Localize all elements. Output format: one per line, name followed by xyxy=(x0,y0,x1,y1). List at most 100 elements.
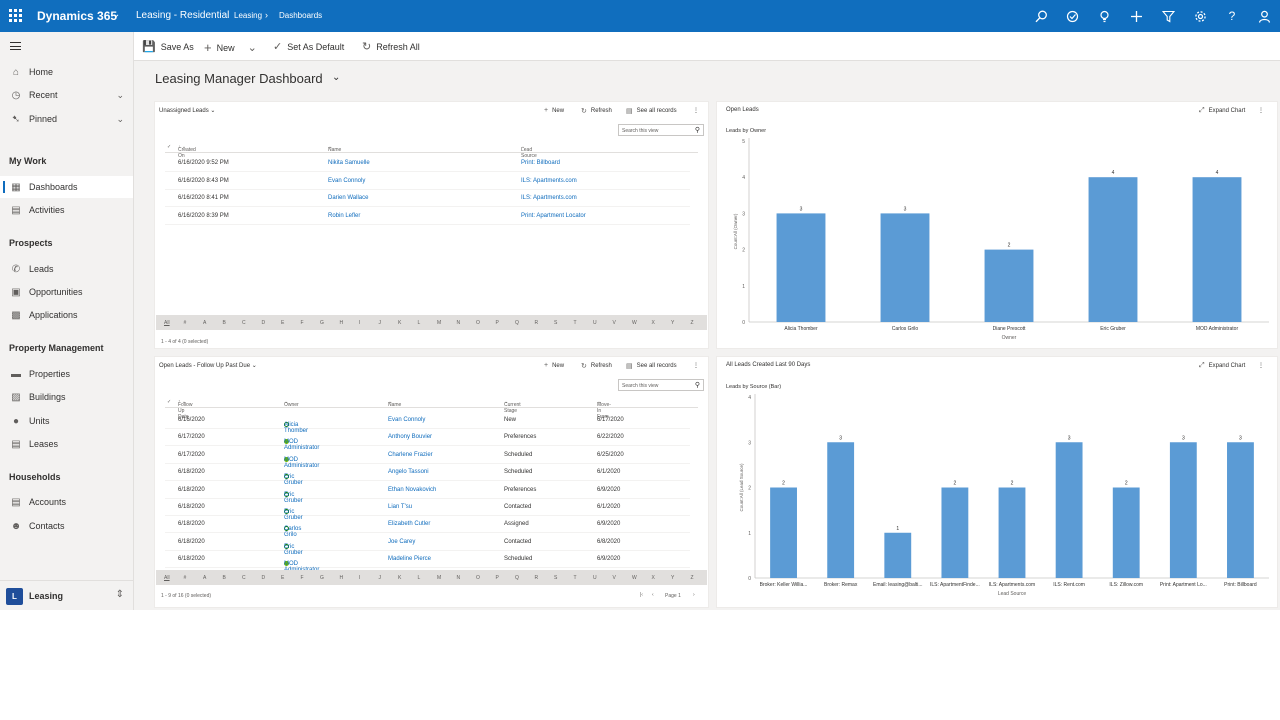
alphabet-filter-letter[interactable]: T xyxy=(573,320,577,326)
owner-link[interactable]: Eric Gruber xyxy=(284,474,303,487)
chart-bar[interactable] xyxy=(880,213,930,322)
chevron-down-icon[interactable]: ⌄ xyxy=(116,89,124,100)
filter-icon[interactable] xyxy=(1159,7,1177,25)
help-icon[interactable]: ? xyxy=(1228,9,1236,23)
more-options-icon[interactable]: ⋮ xyxy=(693,108,699,114)
alphabet-filter-letter[interactable]: X xyxy=(651,320,655,326)
alphabet-filter-letter[interactable]: B xyxy=(222,320,226,326)
table-row[interactable]: 6/17/2020 MOD Administrator Anthony Bouvie… xyxy=(165,429,690,451)
chart-bar[interactable] xyxy=(1192,177,1242,322)
sidebar-item-dashboards[interactable]: ▦ Dashboards xyxy=(0,176,133,198)
area-switcher[interactable]: L Leasing ⇕ xyxy=(0,580,133,610)
chart-bar[interactable] xyxy=(1112,487,1140,579)
dashboard-title[interactable]: Leasing Manager Dashboard xyxy=(155,71,323,86)
sidebar-item-recent[interactable]: ◷ Recent ⌄ xyxy=(11,89,124,101)
sidebar-item-opportunities[interactable]: ▣ Opportunities xyxy=(11,286,83,298)
user-icon[interactable] xyxy=(1255,7,1273,25)
table-row[interactable]: 6/16/2020 8:39 PM Robin Lefler Print: Apar… xyxy=(165,208,690,225)
name-link[interactable]: Joe Carey xyxy=(388,538,416,545)
chevron-down-icon[interactable]: ⌄ xyxy=(112,9,121,20)
plus-icon[interactable] xyxy=(1127,7,1145,25)
column-header[interactable]: Created On ↓ ⌄ xyxy=(178,144,196,159)
column-header[interactable]: Name ⌄ xyxy=(328,144,342,153)
alphabet-filter-letter[interactable]: X xyxy=(651,575,655,581)
alphabet-filter-letter[interactable]: M xyxy=(437,575,442,581)
chart-bar[interactable] xyxy=(1169,442,1197,578)
refresh-button[interactable]: ↻ Refresh xyxy=(581,108,612,115)
chevron-updown-icon[interactable]: ⇕ xyxy=(115,589,124,600)
expand-chart-button[interactable]: ⤢ Expand Chart xyxy=(1199,362,1246,369)
new-button[interactable]: + New xyxy=(544,362,565,369)
alphabet-filter-letter[interactable]: W xyxy=(632,575,637,581)
app-launcher-icon[interactable] xyxy=(9,9,23,23)
more-options-icon[interactable]: ⋮ xyxy=(693,363,699,369)
alphabet-filter-letter[interactable]: F xyxy=(300,320,304,326)
alphabet-filter-letter[interactable]: U xyxy=(593,575,597,581)
alphabet-filter-letter[interactable]: Y xyxy=(671,575,675,581)
sidebar-item-accounts[interactable]: ▤ Accounts xyxy=(11,496,67,508)
sidebar-item-contacts[interactable]: ☻ Contacts xyxy=(10,520,65,532)
sidebar-item-applications[interactable]: ▩ Applications xyxy=(11,309,78,321)
table-row[interactable]: 6/18/2020 Eric Gruber Joe Carey Contacted 6/… xyxy=(165,534,690,556)
owner-link[interactable]: Eric Gruber xyxy=(284,543,303,556)
alphabet-filter-letter[interactable]: J xyxy=(378,320,382,326)
owner-link[interactable]: Eric Gruber xyxy=(284,509,303,521)
alphabet-filter-letter[interactable]: F xyxy=(300,575,304,581)
alphabet-filter-letter[interactable]: A xyxy=(203,575,207,581)
breadcrumb-leasing[interactable]: Leasing xyxy=(234,11,263,20)
alphabet-filter-letter[interactable]: E xyxy=(281,575,285,581)
table-row[interactable]: 6/17/2020 MOD Administrator Charlene Frazi… xyxy=(165,447,690,469)
alphabet-filter-letter[interactable]: K xyxy=(398,575,402,581)
alphabet-filter-letter[interactable]: V xyxy=(612,575,616,581)
column-header[interactable]: Move-In From ⌄ xyxy=(597,399,611,420)
search-icon[interactable] xyxy=(1032,7,1050,25)
alphabet-filter-letter[interactable]: I xyxy=(359,320,361,326)
alphabet-filter-letter[interactable]: Q xyxy=(515,320,519,326)
name-link[interactable]: Robin Lefler xyxy=(328,212,361,219)
alphabet-filter-letter[interactable]: A xyxy=(203,320,207,326)
table-row[interactable]: 6/18/2020 Eric Gruber Ethan Novakovich Pref… xyxy=(165,482,690,504)
refresh-all-button[interactable]: ↻ Refresh All xyxy=(362,41,420,53)
owner-link[interactable]: Carlos Grilo xyxy=(284,526,302,539)
alphabet-filter-letter[interactable]: L xyxy=(417,320,421,326)
owner-link[interactable]: MOD Administrator xyxy=(284,456,320,469)
search-icon[interactable]: ⚲ xyxy=(694,382,700,389)
name-link[interactable]: Anthony Bouvier xyxy=(388,434,433,441)
sidebar-item-home[interactable]: ⌂ Home xyxy=(0,61,133,83)
new-button[interactable]: + New xyxy=(544,107,565,114)
table-row[interactable]: 6/16/2020 Alicia Thomber Evan Connoly New 6/… xyxy=(165,412,690,434)
set-as-default-button[interactable]: ✓ Set As Default xyxy=(273,41,345,53)
alphabet-filter-letter[interactable]: P xyxy=(495,575,499,581)
table-row[interactable]: 6/16/2020 8:41 PM Darien Wallace ILS: Apar… xyxy=(165,190,690,207)
alphabet-filter-letter[interactable]: H xyxy=(339,320,344,326)
alphabet-filter-letter[interactable]: M xyxy=(437,320,442,326)
more-options-icon[interactable]: ⋮ xyxy=(1258,108,1264,114)
alphabet-filter-letter[interactable]: N xyxy=(456,320,461,326)
column-header[interactable]: Owner ⌄ xyxy=(284,399,299,408)
chart-bar[interactable] xyxy=(984,249,1034,322)
alphabet-filter-letter[interactable]: J xyxy=(378,575,382,581)
search-input[interactable]: Search this view ⚲ xyxy=(618,124,704,136)
lead-source-link[interactable]: Print: Apartment Locator xyxy=(521,212,586,219)
chart-bar[interactable] xyxy=(1055,442,1083,578)
search-icon[interactable]: ⚲ xyxy=(694,127,700,134)
table-row[interactable]: 6/18/2020 Eric Gruber Lian T'su Contacted 6/… xyxy=(165,499,690,521)
owner-link[interactable]: Alicia Thomber xyxy=(284,422,309,434)
alphabet-filter-letter[interactable]: K xyxy=(398,320,402,326)
alphabet-filter-letter[interactable]: G xyxy=(320,575,324,581)
name-link[interactable]: Lian T'su xyxy=(388,504,413,510)
see-all-records-button[interactable]: ▤ See all records xyxy=(626,108,677,115)
alphabet-filter-letter[interactable]: P xyxy=(495,320,499,326)
alphabet-filter-letter[interactable]: C xyxy=(242,320,246,326)
lead-source-link[interactable]: Print: Billboard xyxy=(521,160,561,166)
chart-bar[interactable] xyxy=(884,532,912,578)
name-link[interactable]: Evan Connoly xyxy=(328,177,366,184)
owner-link[interactable]: MOD Administrator xyxy=(284,439,320,452)
sidebar-item-units[interactable]: ● Units xyxy=(0,410,133,432)
select-all-checkbox[interactable]: ✓ xyxy=(167,399,172,405)
sidebar-item-leads[interactable]: ✆ Leads xyxy=(11,263,54,275)
alphabet-filter-letter[interactable]: H xyxy=(339,575,344,581)
sidebar-item-activities[interactable]: ▤ Activities xyxy=(11,204,65,216)
alphabet-filter-letter[interactable]: T xyxy=(573,575,577,581)
alphabet-filter-letter[interactable]: O xyxy=(476,575,480,581)
